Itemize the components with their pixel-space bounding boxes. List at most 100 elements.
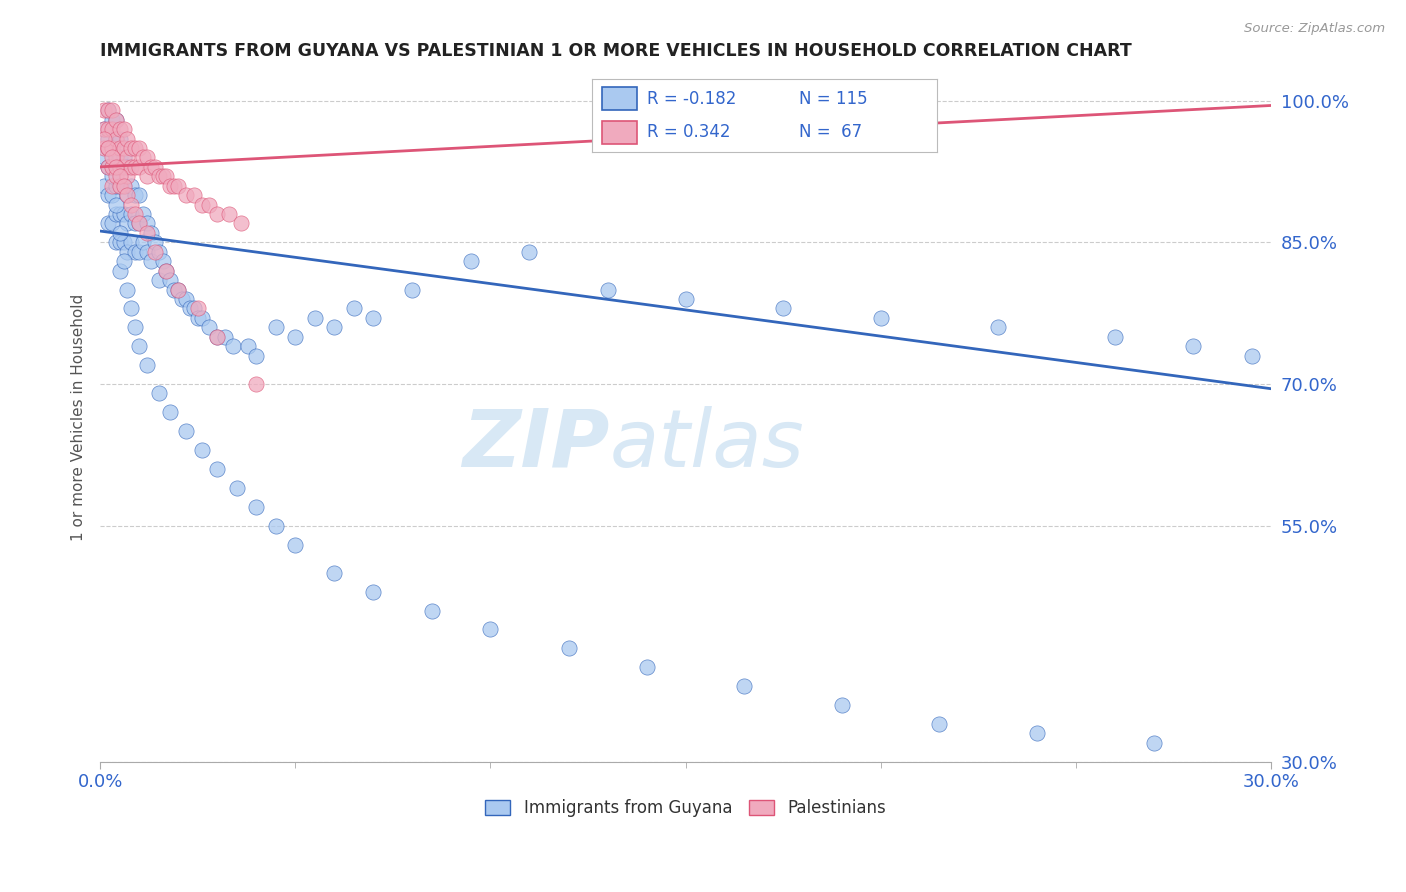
Point — [675, 292, 697, 306]
Point — [93, 150, 115, 164]
Text: ZIP: ZIP — [463, 406, 609, 483]
Point — [104, 150, 127, 164]
Point — [363, 310, 385, 325]
Point — [108, 263, 131, 277]
Point — [636, 660, 658, 674]
Point — [132, 207, 155, 221]
Point — [104, 207, 127, 221]
Point — [187, 301, 209, 316]
Point — [323, 566, 346, 580]
Point — [97, 131, 120, 145]
Point — [97, 103, 120, 118]
Point — [229, 217, 252, 231]
Point — [179, 301, 201, 316]
Point — [128, 217, 150, 231]
Point — [101, 160, 124, 174]
Point — [117, 217, 139, 231]
Point — [108, 226, 131, 240]
Point — [124, 207, 146, 221]
Point — [831, 698, 853, 712]
Text: IMMIGRANTS FROM GUYANA VS PALESTINIAN 1 OR MORE VEHICLES IN HOUSEHOLD CORRELATIO: IMMIGRANTS FROM GUYANA VS PALESTINIAN 1 … — [100, 42, 1132, 60]
Point — [104, 197, 127, 211]
Point — [238, 339, 260, 353]
Point — [174, 292, 197, 306]
Point — [101, 217, 124, 231]
Point — [159, 405, 181, 419]
Point — [128, 339, 150, 353]
Point — [190, 443, 212, 458]
Point — [205, 330, 228, 344]
Point — [264, 518, 287, 533]
Point — [205, 462, 228, 476]
Point — [148, 169, 170, 184]
Point — [97, 188, 120, 202]
Point — [117, 169, 139, 184]
Text: atlas: atlas — [609, 406, 804, 483]
Y-axis label: 1 or more Vehicles in Household: 1 or more Vehicles in Household — [72, 293, 86, 541]
Point — [104, 169, 127, 184]
Point — [159, 273, 181, 287]
Point — [214, 330, 236, 344]
Point — [225, 481, 247, 495]
Point — [101, 178, 124, 193]
Point — [167, 283, 190, 297]
Point — [108, 122, 131, 136]
Point — [987, 320, 1010, 334]
Point — [93, 131, 115, 145]
Point — [139, 160, 162, 174]
Point — [104, 160, 127, 174]
Point — [460, 254, 482, 268]
Point — [93, 122, 115, 136]
Point — [101, 103, 124, 118]
Point — [155, 263, 177, 277]
Point — [420, 604, 443, 618]
Point — [104, 112, 127, 127]
Point — [124, 160, 146, 174]
Point — [869, 310, 891, 325]
Point — [1025, 726, 1047, 740]
Point — [148, 244, 170, 259]
Point — [120, 301, 142, 316]
Point — [218, 207, 240, 221]
Point — [101, 122, 124, 136]
Point — [733, 679, 755, 693]
Point — [167, 283, 190, 297]
Point — [284, 330, 307, 344]
Point — [136, 226, 159, 240]
Point — [97, 141, 120, 155]
Point — [136, 169, 159, 184]
Point — [159, 178, 181, 193]
Point — [120, 178, 142, 193]
Point — [187, 310, 209, 325]
Point — [155, 169, 177, 184]
Point — [596, 283, 619, 297]
Point — [97, 160, 120, 174]
Point — [222, 339, 245, 353]
Point — [136, 217, 159, 231]
Point — [101, 141, 124, 155]
Point — [152, 254, 174, 268]
Point — [363, 584, 385, 599]
Point — [117, 160, 139, 174]
Point — [205, 330, 228, 344]
Point — [108, 178, 131, 193]
Point — [108, 178, 131, 193]
Point — [120, 235, 142, 250]
Point — [124, 188, 146, 202]
Point — [136, 244, 159, 259]
Point — [120, 160, 142, 174]
Point — [132, 235, 155, 250]
Point — [139, 226, 162, 240]
Point — [132, 150, 155, 164]
Point — [108, 235, 131, 250]
Point — [108, 160, 131, 174]
Point — [117, 131, 139, 145]
Point — [323, 320, 346, 334]
Point — [163, 178, 186, 193]
Point — [101, 150, 124, 164]
Point — [104, 235, 127, 250]
Point — [1143, 736, 1166, 750]
Point — [190, 310, 212, 325]
Point — [245, 349, 267, 363]
Point — [928, 717, 950, 731]
